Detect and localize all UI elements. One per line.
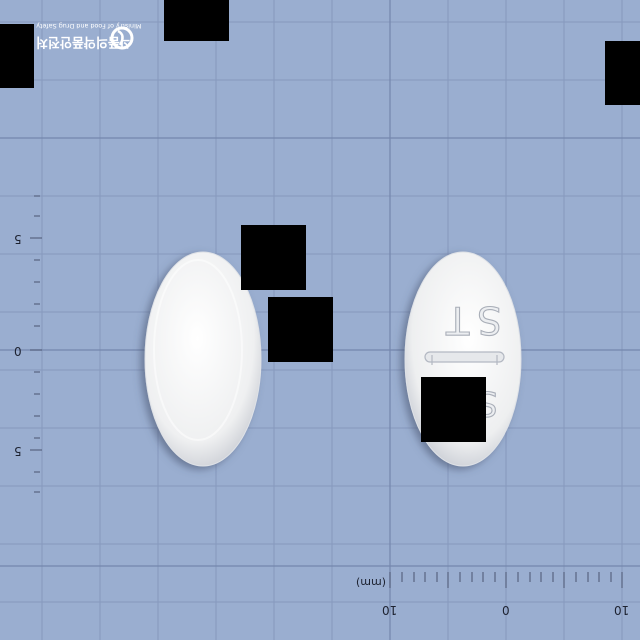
- imprint-top: ST: [438, 298, 501, 342]
- redaction-box: [421, 377, 486, 442]
- bottom-tick-label-mid: 0: [502, 603, 510, 617]
- agency-logo: 식품의약품안전처 Ministry of Food and Drug Safet…: [36, 22, 141, 50]
- unit-label: (mm): [356, 576, 386, 589]
- redaction-box: [164, 0, 229, 41]
- redaction-box: [268, 297, 333, 362]
- agency-name-korean: 식품의약품안전처: [36, 34, 132, 50]
- bottom-tick-label-right: 10: [614, 603, 629, 617]
- left-tick-label-mid: 0: [14, 344, 22, 358]
- agency-emblem-icon: [110, 26, 134, 50]
- redactions: [0, 0, 640, 442]
- left-tick-label-bottom: 5: [14, 444, 22, 458]
- redaction-box: [241, 225, 306, 290]
- pill-front: [144, 251, 262, 467]
- bottom-tick-label-left: 10: [382, 603, 397, 617]
- redaction-box: [605, 41, 640, 105]
- left-ruler: [30, 195, 42, 493]
- score-line: [424, 351, 505, 363]
- redaction-box: [0, 24, 34, 88]
- agency-name-english: Ministry of Food and Drug Safety: [36, 22, 141, 30]
- left-tick-label-top: 5: [14, 232, 22, 246]
- bottom-ruler: [389, 572, 623, 588]
